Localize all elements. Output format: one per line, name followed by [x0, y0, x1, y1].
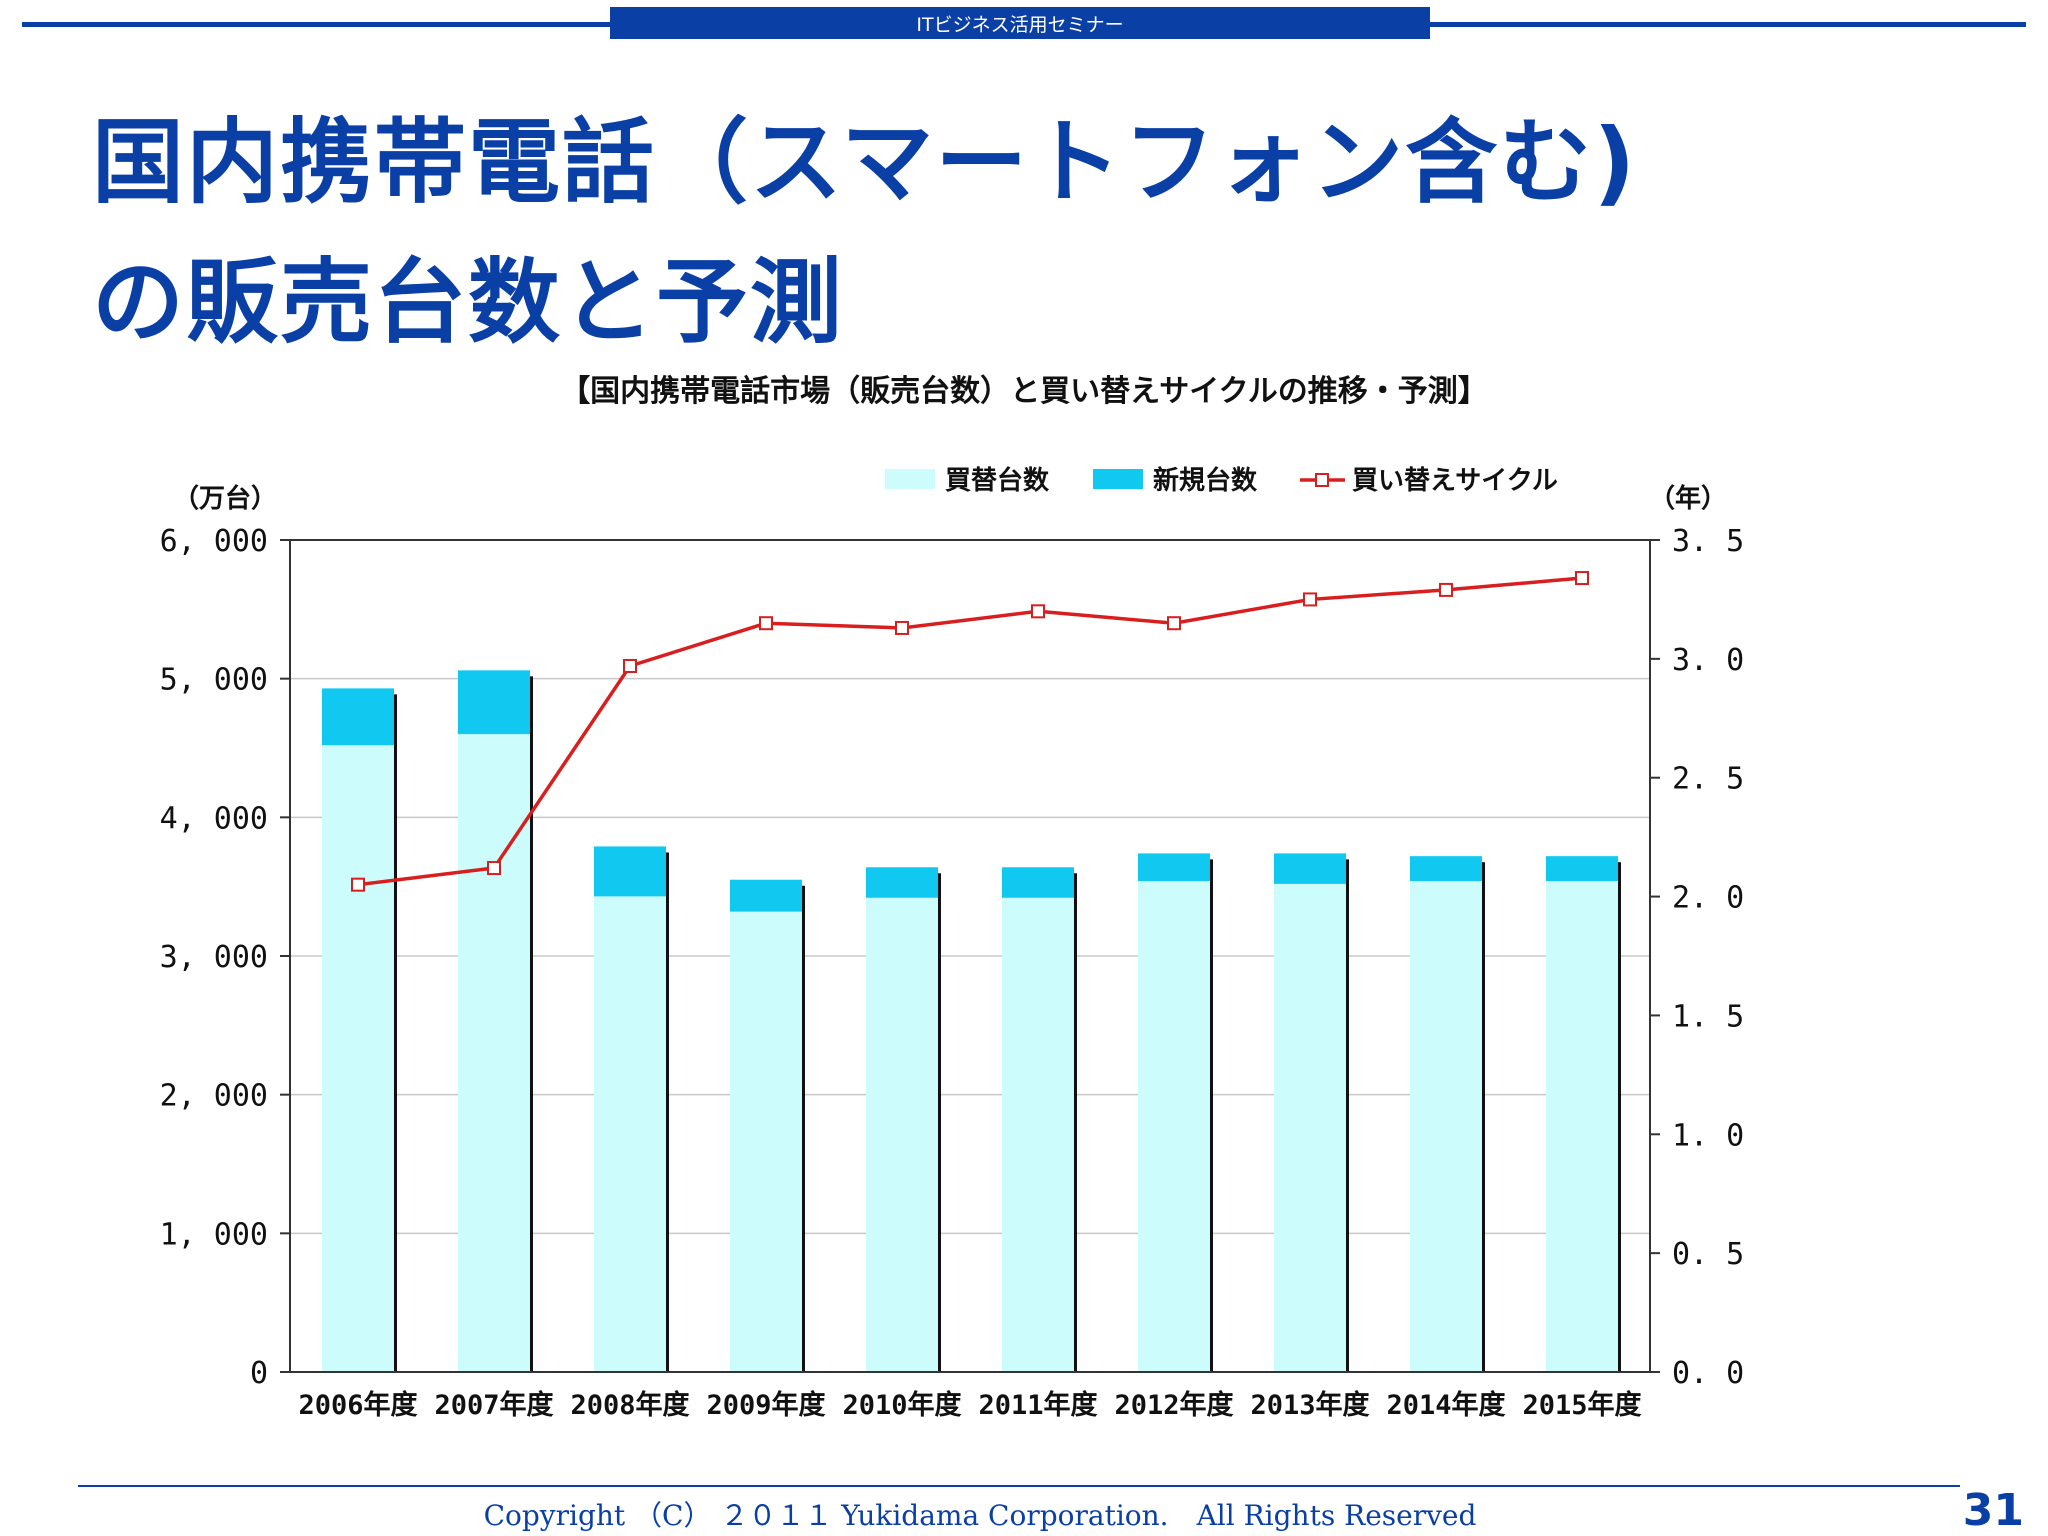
header-rule-right: [1428, 22, 2026, 27]
chart-title: 【国内携帯電話市場（販売台数）と買い替えサイクルの推移・予測】: [560, 374, 1488, 409]
bar-replacement: [1002, 897, 1074, 1372]
slide-title-line-2: の販売台数と予測: [92, 249, 845, 356]
cycle-point: [1303, 592, 1317, 607]
copyright-text: Copyright （C） ２０１１ Yukidama Corporation.…: [483, 1499, 1477, 1532]
slide-title-line-1: 国内携帯電話（スマートフォン含む): [92, 109, 1638, 216]
cycle-point: [623, 658, 637, 673]
bar-replacement: [1274, 883, 1346, 1372]
left-axis-tick-label: 6, 000: [160, 524, 268, 559]
cycle-point: [351, 877, 365, 892]
legend-label-new: 新規台数: [1153, 465, 1258, 496]
bar-shadow: [1210, 859, 1213, 1372]
bar-shadow: [666, 852, 669, 1372]
right-axis-tick-label: 1. 0: [1672, 1118, 1744, 1153]
bar-new: [1410, 856, 1482, 882]
cycle-point: [759, 616, 773, 631]
legend: 買替台数 新規台数 買い替えサイクル: [885, 465, 1558, 496]
bars: [322, 670, 1621, 1372]
right-axis-tick-label: 0. 5: [1672, 1237, 1744, 1272]
left-axis-tick-label: 5, 000: [160, 663, 268, 698]
bar-replacement: [1546, 881, 1618, 1372]
legend-marker-cycle: [1315, 473, 1329, 487]
x-axis-tick-label: 2010年度: [842, 1389, 961, 1421]
legend-swatch-new: [1093, 469, 1143, 489]
x-axis-tick-label: 2006年度: [298, 1389, 417, 1421]
bar-shadow: [802, 885, 805, 1372]
bar-shadow: [938, 873, 941, 1372]
x-axis-tick-label: 2007年度: [434, 1389, 553, 1421]
bar-new: [1274, 853, 1346, 884]
bar-replacement: [594, 896, 666, 1372]
bar-replacement: [1410, 881, 1482, 1372]
bar-shadow: [1482, 862, 1485, 1372]
right-axis-tick-label: 0. 0: [1672, 1356, 1744, 1391]
bar-shadow: [1346, 859, 1349, 1372]
x-axis-tick-label: 2011年度: [978, 1389, 1097, 1421]
right-axis-tick-label: 1. 5: [1672, 999, 1744, 1034]
page-number: 31: [1962, 1485, 2024, 1536]
cycle-point: [1575, 571, 1589, 586]
cycle-point: [487, 861, 501, 876]
bar-new: [458, 670, 530, 735]
cycle-line-path: [357, 576, 1583, 887]
right-axis-unit: （年）: [1649, 483, 1727, 514]
bar-replacement: [730, 911, 802, 1372]
left-axis-tick-label: 3, 000: [160, 940, 268, 975]
bar-new: [1138, 853, 1210, 882]
right-axis-tick-label: 3. 0: [1672, 643, 1744, 678]
left-axis-unit: （万台）: [173, 483, 277, 514]
bar-replacement: [866, 897, 938, 1372]
header-tab: ITビジネス活用セミナー: [610, 7, 1430, 39]
x-axis-tick-label: 2013年度: [1250, 1389, 1369, 1421]
x-axis-tick-label: 2012年度: [1114, 1389, 1233, 1421]
legend-swatch-replacement: [885, 469, 935, 489]
bar-new: [1546, 856, 1618, 882]
footer-rule: [78, 1485, 1960, 1487]
legend-label-replacement: 買替台数: [945, 465, 1050, 496]
left-axis-tick-label: 1, 000: [160, 1217, 268, 1252]
right-axis-tick-label: 2. 0: [1672, 881, 1744, 916]
bar-shadow: [394, 694, 397, 1372]
x-axis-tick-label: 2008年度: [570, 1389, 689, 1421]
axes: 0 1, 000 2, 000 3, 000 4, 000 5, 000 6, 000 （万台…: [160, 483, 1745, 1421]
slide-header: ITビジネス活用セミナー: [0, 0, 2048, 50]
bar-replacement: [1138, 881, 1210, 1372]
legend-label-cycle: 買い替えサイクル: [1352, 466, 1558, 496]
left-axis-tick-label: 2, 000: [160, 1079, 268, 1114]
bar-new: [866, 867, 938, 898]
x-axis-tick-label: 2014年度: [1386, 1389, 1505, 1421]
x-axis-tick-label: 2009年度: [706, 1389, 825, 1421]
cycle-point: [895, 620, 909, 635]
bar-new: [1002, 867, 1074, 898]
cycle-point: [1439, 582, 1453, 597]
x-axis-tick-label: 2015年度: [1522, 1389, 1641, 1421]
bar-shadow: [1074, 873, 1077, 1372]
bar-new: [730, 879, 802, 912]
bar-new: [322, 688, 394, 746]
cycle-line: [351, 571, 1589, 892]
cycle-point: [1031, 604, 1045, 619]
right-axis-tick-label: 2. 5: [1672, 762, 1744, 797]
right-axis-tick-label: 3. 5: [1672, 524, 1744, 559]
bar-replacement: [458, 734, 530, 1372]
header-rule-left: [22, 22, 612, 27]
bar-shadow: [530, 676, 533, 1372]
left-axis-tick-label: 0: [250, 1356, 268, 1391]
bar-new: [594, 846, 666, 897]
bar-shadow: [1618, 862, 1621, 1372]
cycle-point: [1167, 616, 1181, 631]
left-axis-tick-label: 4, 000: [160, 801, 268, 836]
bar-replacement: [322, 745, 394, 1372]
